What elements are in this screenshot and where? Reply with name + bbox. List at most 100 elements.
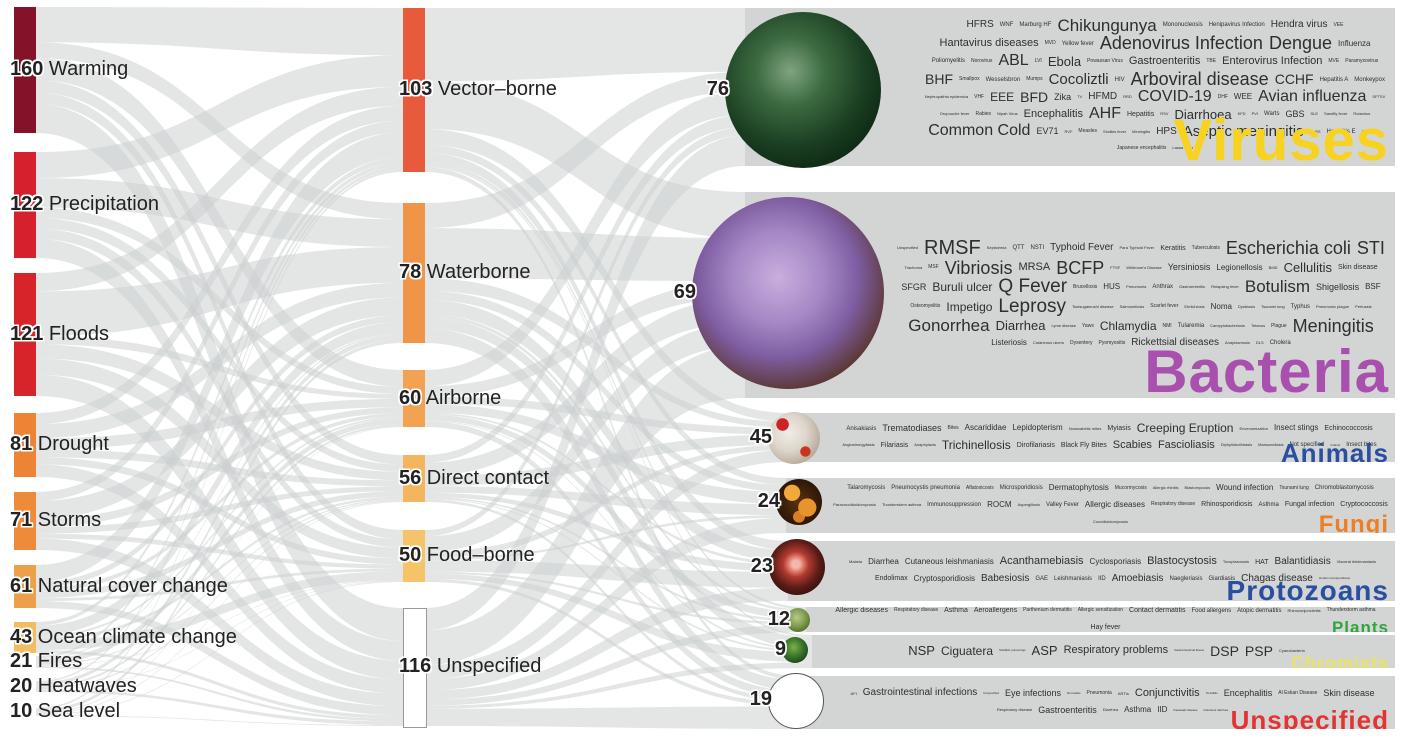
cloud-word: Marburg HF xyxy=(1019,22,1052,29)
cloud-word: Plague xyxy=(1271,322,1287,329)
sankey-ribbon xyxy=(425,162,806,610)
wordcloud-band-chromists: NSP Ciguatera Shellfish poisonings ASP Respi… xyxy=(812,635,1395,668)
cloud-word: Avian influenza xyxy=(1258,88,1367,106)
cloud-word: Babesiosis xyxy=(981,572,1030,584)
sankey-ribbon xyxy=(36,426,403,714)
sankey-ribbon xyxy=(36,132,403,582)
sankey-ribbon xyxy=(425,560,788,588)
protozoan-photo-icon xyxy=(769,539,825,595)
cloud-word: Cryptosporidiosis xyxy=(913,573,975,583)
cloud-word: DSP xyxy=(1210,642,1239,659)
sankey-node-left-2 xyxy=(14,273,36,396)
sankey-node-label-left-0: 160 Warming xyxy=(10,58,128,81)
node-label: Vector–borne xyxy=(432,78,557,100)
sankey-ribbon xyxy=(36,55,403,179)
plant-photo-icon xyxy=(786,608,810,632)
cloud-word: Aseptic meningitis xyxy=(1182,122,1304,140)
cloud-word: MVD xyxy=(1044,40,1056,47)
cloud-word: Aflatoxicosis xyxy=(965,484,994,491)
cloud-word: Talaromycosis xyxy=(847,485,886,492)
cloud-word: Arboviral disease xyxy=(1130,69,1269,90)
sankey-node-label-left-6: 43 Ocean climate change xyxy=(10,626,237,649)
cloud-word: Japanese encephalitis xyxy=(1116,144,1167,151)
cloud-word: Typhoid Fever xyxy=(1050,242,1114,254)
cloud-word: Mumps xyxy=(1026,76,1043,83)
cloud-word: Anaphylaxis xyxy=(914,442,936,448)
cloud-word: HUS xyxy=(1103,282,1121,292)
cloud-word: Conjunctivitis xyxy=(1134,686,1200,699)
cloud-word: Asthma xyxy=(1124,705,1152,715)
cloud-word: WNF xyxy=(999,22,1014,29)
sankey-node-left-6 xyxy=(14,622,36,653)
cloud-word: Paracoccidioidomycosis xyxy=(833,501,876,507)
cloud-word: Allergic sensitization xyxy=(1077,607,1124,614)
cloud-word: Pneumocystis pneumonia xyxy=(891,485,960,492)
sankey-ribbon xyxy=(36,424,403,689)
cloud-word: COVID-19 xyxy=(1137,88,1212,106)
cloud-word: WEE xyxy=(1233,92,1253,102)
cloud-word: Cellulitis xyxy=(1283,260,1332,276)
sankey-node-left-0 xyxy=(14,7,36,133)
cloud-word: Relapsing fever xyxy=(1211,284,1239,290)
bacteria-photo-icon xyxy=(692,197,884,389)
cloud-word: Dirofilariasis xyxy=(1016,441,1055,449)
cloud-word: Yersiniosis xyxy=(1167,262,1211,273)
cloud-word: Gastroenteritis xyxy=(1179,284,1206,290)
cloud-word: Anthrax xyxy=(1152,284,1174,291)
cloud-word: Trematodiases xyxy=(882,422,942,433)
sankey-node-middle-5 xyxy=(403,608,427,728)
sankey-node-middle-0 xyxy=(403,8,425,172)
cloud-word: Dermatitis xyxy=(1067,691,1081,696)
sankey-ribbon xyxy=(36,464,403,694)
sankey-ribbon xyxy=(36,715,403,726)
cloud-word: Diarrhea xyxy=(995,318,1046,334)
cloud-word: Tuberculosis xyxy=(1191,244,1220,251)
cloud-word: SARS xyxy=(1309,128,1321,134)
cloud-title-plants: Plants xyxy=(1331,618,1389,632)
cloud-title-viruses: Viruses xyxy=(1173,108,1389,167)
cloud-word: Infectious diarrhea xyxy=(1203,707,1229,712)
sankey-ribbon xyxy=(425,281,745,397)
cloud-word: ARTIs xyxy=(1117,690,1129,696)
cloud-word: GAE xyxy=(1035,575,1049,582)
sankey-ribbon xyxy=(425,299,788,562)
sankey-node-left-1 xyxy=(14,152,36,258)
cloud-word: Septicemia xyxy=(986,245,1007,251)
sankey-node-label-middle-5: 116 Unspecified xyxy=(399,655,541,678)
cloud-title-unspecified: Unspecified xyxy=(1230,705,1389,729)
cloud-word: Blastomycosis xyxy=(1184,485,1211,491)
cloud-word: Pneumonia xyxy=(1361,128,1382,134)
cloud-word: Mansonellasis xyxy=(1258,442,1284,448)
cloud-word: Myiasis xyxy=(1107,425,1131,432)
cloud-word: KFD xyxy=(1237,111,1246,117)
cloud-title-fungi: Fungi xyxy=(1318,511,1389,534)
cloud-word: NMI xyxy=(1162,322,1172,329)
node-value: 50 xyxy=(399,544,422,566)
cloud-word: Food allergens xyxy=(1191,607,1232,614)
sankey-ribbon xyxy=(36,580,403,667)
cloud-word: Kawasaki disease xyxy=(1173,707,1198,712)
cloud-word: Diarrhoea xyxy=(1174,106,1232,122)
node-value: 56 xyxy=(399,466,422,489)
node-label: Drought xyxy=(32,433,109,455)
cloud-word: Hepatitis xyxy=(1127,110,1155,118)
sankey-node-middle-4 xyxy=(403,530,425,582)
cloud-word: Encephalitis xyxy=(1223,687,1273,698)
cloud-word: RSV xyxy=(1160,111,1169,117)
cloud-word: GBS xyxy=(1285,108,1305,119)
cloud-word: Allergic diseases xyxy=(1084,499,1145,509)
cloud-word: Hendra virus xyxy=(1270,19,1328,31)
cloud-word: Tetanus xyxy=(1251,323,1266,329)
sankey-ribbon xyxy=(425,414,806,620)
wordcloud-band-protozoans: Malaria Diarrhea Cutaneous leishmaniasis Ac… xyxy=(788,541,1395,601)
sankey-ribbon xyxy=(425,228,745,282)
cloud-word: Sandfly fever xyxy=(1324,111,1348,117)
wordcloud-animals: Anisakiasis Trematodiases Bites Ascarididae… xyxy=(788,419,1395,456)
node-label: Fires xyxy=(32,650,83,672)
sankey-node-middle-1 xyxy=(403,203,425,343)
sankey-ribbon xyxy=(36,407,403,528)
cloud-word: Contact dermatitis xyxy=(1129,607,1186,614)
